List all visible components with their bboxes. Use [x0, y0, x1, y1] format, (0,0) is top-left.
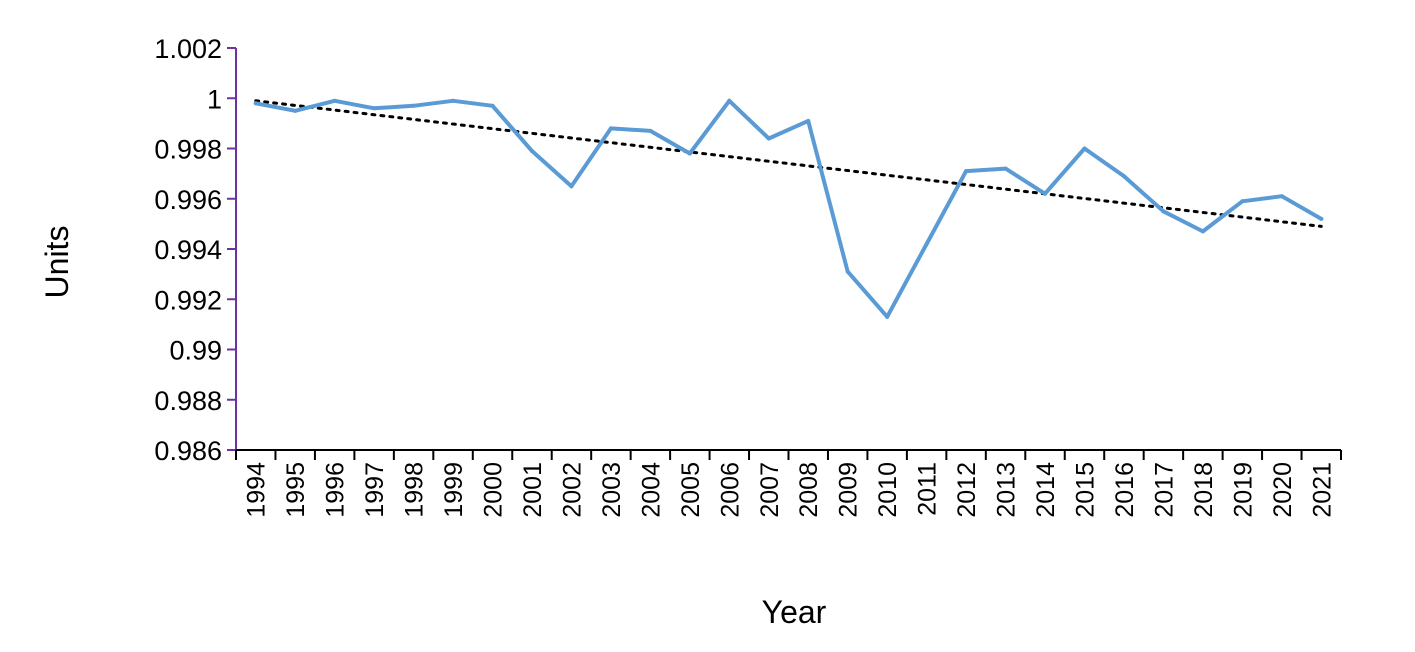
y-axis-ticks: 0.986 0.988 0.99 0.992 0.994 0.996 0.998 1 1.002 — [154, 34, 236, 466]
x-tick-label: 2000 — [480, 462, 508, 518]
data-point — [253, 101, 258, 106]
x-tick-label: 1996 — [322, 462, 350, 518]
data-point — [687, 151, 692, 156]
data-point — [372, 106, 377, 111]
y-tick-label: 0.996 — [154, 185, 222, 215]
x-axis-title: Year — [762, 594, 827, 630]
data-point — [1279, 194, 1284, 199]
x-tick-label: 2001 — [519, 462, 547, 518]
x-tick-label: 2012 — [953, 462, 981, 518]
trendline — [254, 99, 1323, 228]
data-point — [490, 103, 495, 108]
x-tick-label: 1999 — [440, 462, 468, 518]
data-point — [727, 98, 732, 103]
y-tick-label: 1 — [207, 84, 222, 114]
x-tick-label: 2005 — [677, 462, 705, 518]
data-point — [1082, 146, 1087, 151]
x-tick-label: 2007 — [756, 462, 784, 518]
y-tick-label: 0.992 — [154, 285, 222, 315]
data-point — [293, 108, 298, 113]
x-tick-label: 1994 — [243, 462, 271, 518]
x-axis-ticks: 1994 1995 1996 1997 1998 1999 2000 2001 2002 2003… — [235, 450, 1342, 518]
y-axis-title: Units — [39, 226, 75, 299]
data-point — [411, 103, 416, 108]
data-point — [845, 269, 850, 274]
data-point — [1043, 191, 1048, 196]
x-tick-label: 2004 — [637, 462, 665, 518]
x-tick-label: 2018 — [1190, 462, 1218, 518]
y-tick-label: 0.986 — [154, 436, 222, 466]
x-tick-label: 2017 — [1150, 462, 1178, 518]
data-point — [1161, 209, 1166, 214]
data-point — [648, 128, 653, 133]
data-point — [1200, 229, 1205, 234]
x-tick-label: 2008 — [795, 462, 823, 518]
data-point — [569, 184, 574, 189]
x-tick-label: 2013 — [993, 462, 1021, 518]
data-point — [529, 149, 534, 154]
data-point — [964, 169, 969, 174]
data-point — [451, 98, 456, 103]
data-point — [806, 118, 811, 123]
x-tick-label: 2010 — [874, 462, 902, 518]
x-tick-label: 1997 — [361, 462, 389, 518]
data-point — [1240, 199, 1245, 204]
data-point — [332, 98, 337, 103]
x-tick-label: 2006 — [716, 462, 744, 518]
y-tick-label: 0.99 — [169, 336, 222, 366]
data-point — [924, 241, 929, 246]
x-tick-label: 2003 — [598, 462, 626, 518]
x-tick-label: 1995 — [282, 462, 310, 518]
series-line — [253, 98, 1324, 319]
x-tick-label: 2011 — [914, 462, 942, 516]
data-point — [1319, 216, 1324, 221]
x-tick-label: 2019 — [1229, 462, 1257, 518]
data-point — [885, 314, 890, 319]
data-series — [253, 98, 1324, 319]
x-tick-label: 2002 — [558, 462, 586, 518]
y-tick-label: 0.998 — [154, 135, 222, 165]
x-tick-label: 2016 — [1111, 462, 1139, 518]
x-tick-label: 2021 — [1308, 462, 1336, 518]
data-point — [1121, 174, 1126, 179]
data-point — [1003, 166, 1008, 171]
data-point — [608, 126, 613, 131]
x-tick-label: 2015 — [1071, 462, 1099, 518]
y-tick-label: 0.988 — [154, 386, 222, 416]
data-point — [766, 136, 771, 141]
x-tick-label: 1998 — [401, 462, 429, 518]
x-tick-label: 2009 — [835, 462, 863, 518]
y-tick-label: 1.002 — [154, 34, 222, 64]
x-tick-label: 2020 — [1269, 462, 1297, 518]
y-tick-label: 0.994 — [154, 235, 222, 265]
x-tick-label: 2014 — [1032, 462, 1060, 518]
